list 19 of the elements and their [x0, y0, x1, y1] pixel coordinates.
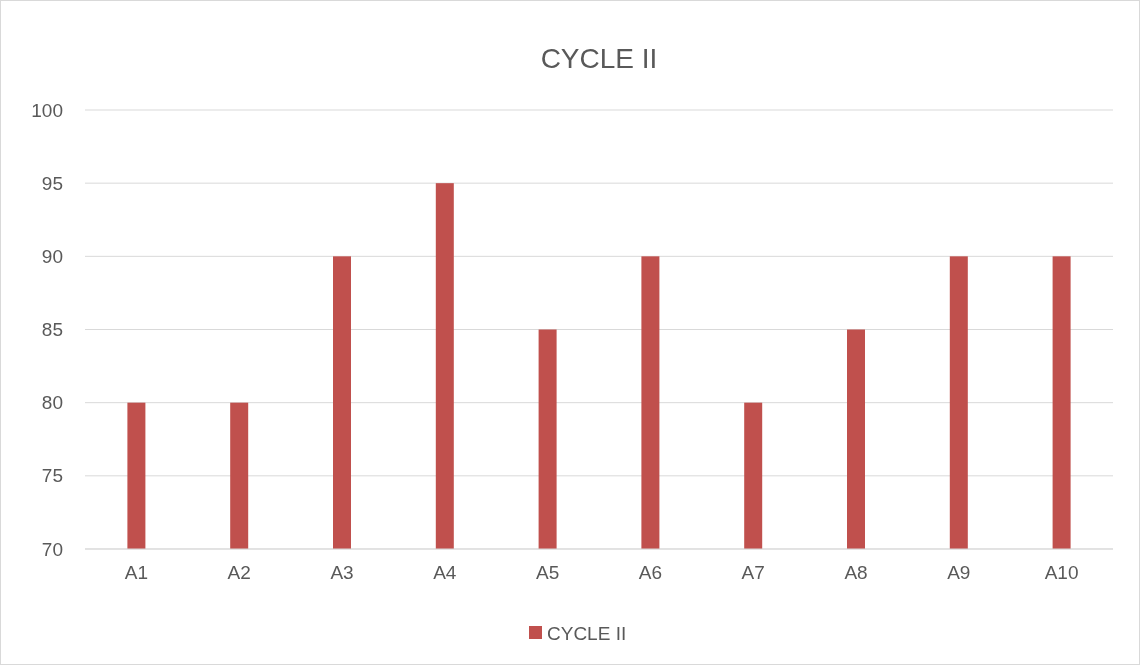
y-tick-label: 80	[41, 392, 63, 414]
y-tick-label: 95	[41, 172, 63, 194]
x-tick-label: A9	[947, 562, 971, 583]
x-tick-label: A5	[535, 562, 560, 583]
x-tick-label: A6	[638, 562, 663, 583]
legend-label: CYCLE II	[547, 622, 627, 644]
x-tick-label: A1	[124, 562, 149, 583]
y-tick-label: 90	[41, 245, 63, 267]
chart-title: CYCLE II	[540, 43, 658, 74]
x-tick-label: A10	[1044, 562, 1079, 583]
x-tick-label: A8	[844, 562, 868, 583]
x-tick-label: A2	[227, 562, 251, 583]
y-tick-label: 85	[41, 319, 63, 341]
x-tick-label: A3	[330, 562, 354, 583]
y-tick-label: 70	[41, 538, 63, 560]
x-tick-label: A4	[433, 562, 457, 583]
y-tick-label: 100	[31, 99, 63, 121]
x-tick-label: A7	[741, 562, 765, 583]
y-tick-label: 75	[41, 465, 63, 487]
